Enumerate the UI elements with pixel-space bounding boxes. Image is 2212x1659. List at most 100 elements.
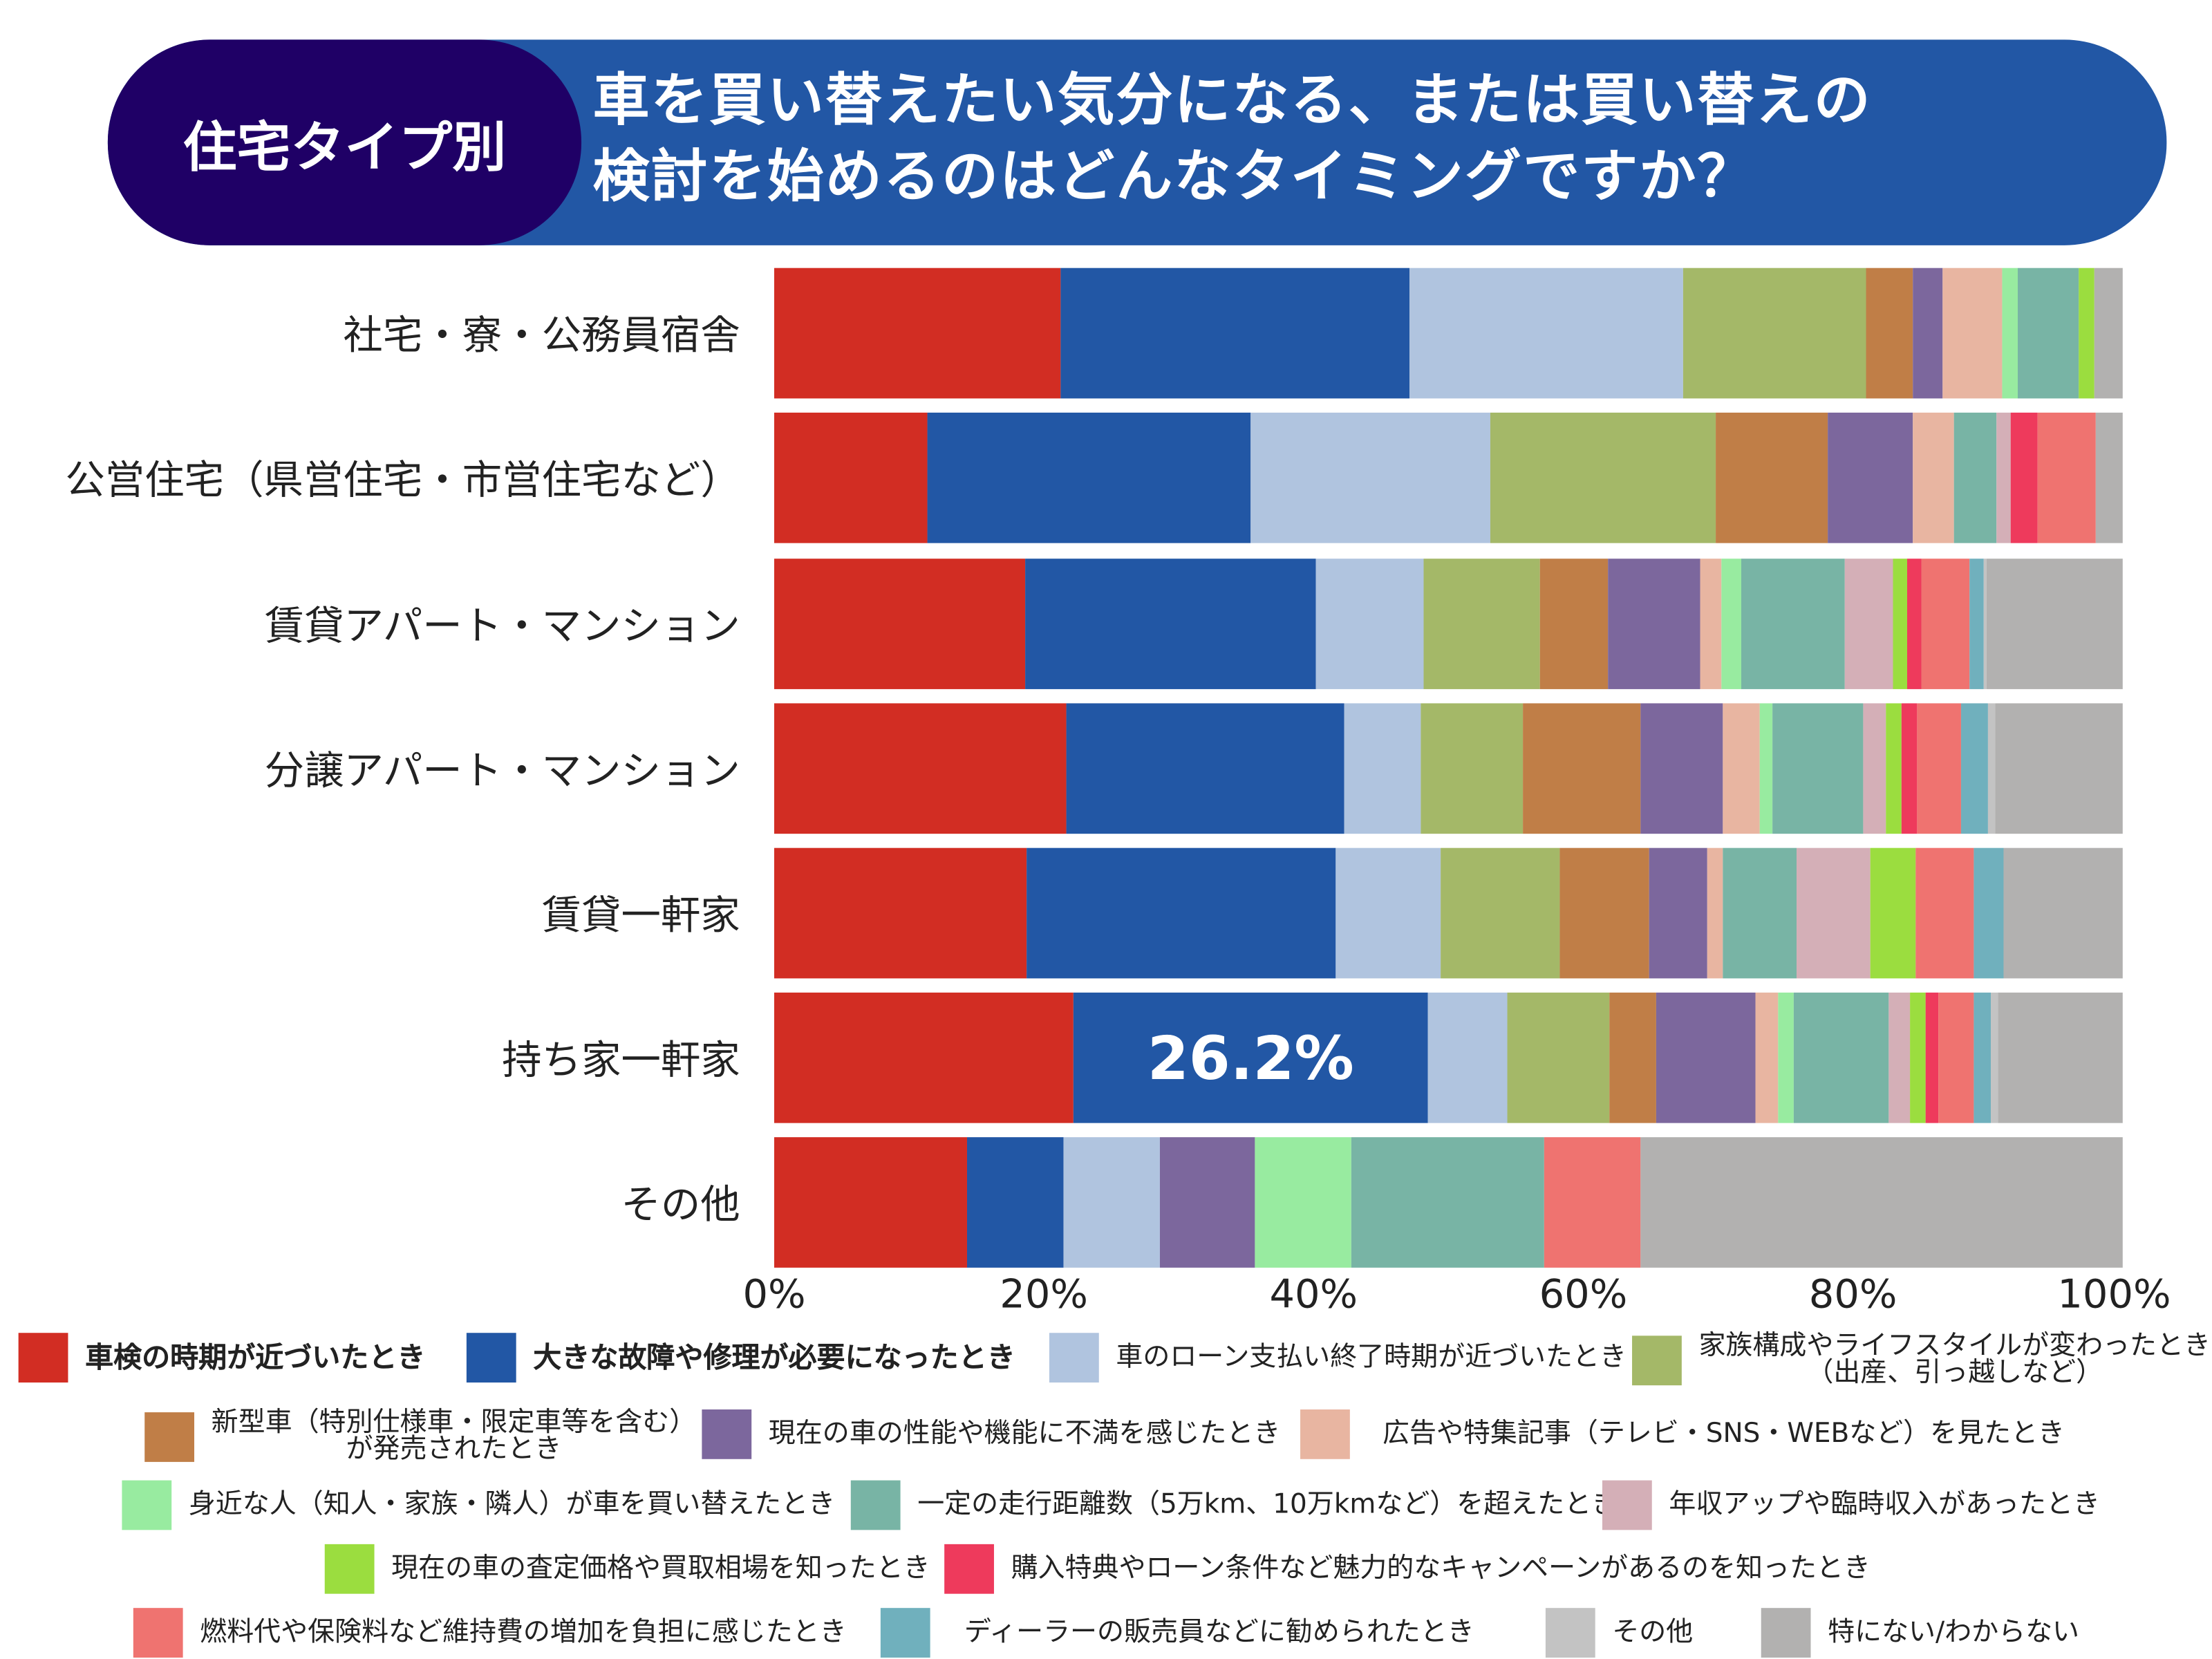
legend-item: 燃料代や保険料など維持費の増加を負担に感じたとき [133, 1608, 847, 1658]
bar-segment [1335, 847, 1441, 979]
bar-segment [1866, 268, 1913, 399]
legend-item: 車検の時期が近づいたとき [18, 1333, 426, 1383]
legend-item: 購入特典やローン条件など魅力的なキャンペーンがあるのを知ったとき [944, 1544, 1871, 1594]
bar-segment [2010, 412, 2038, 543]
legend-label: 家族構成やライフスタイルが変わったとき （出産、引っ越しなど） [1698, 1330, 2211, 1389]
bar-segment [1061, 268, 1410, 399]
bar-segment [1797, 847, 1871, 979]
bar-segment [1907, 559, 1922, 689]
bar-segment [1741, 559, 1846, 689]
bar-segment [1722, 703, 1760, 834]
legend-swatch [1545, 1608, 1595, 1658]
bar-segment [1490, 412, 1716, 543]
bar-segment [1922, 559, 1969, 689]
bar-segment [1559, 847, 1649, 979]
legend-swatch [1602, 1480, 1652, 1530]
legend-label: 広告や特集記事（テレビ・SNS・WEBなど）を見たとき [1382, 1418, 2065, 1450]
bar-segment [1901, 703, 1918, 834]
legend-label: 車のローン支払い終了時期が近づいたとき [1116, 1341, 1627, 1373]
bar-segment [1953, 412, 1996, 543]
stacked-bar [774, 703, 2123, 834]
legend-item: ディーラーの販売員などに勧められたとき [880, 1608, 1474, 1658]
bar-segment [1912, 268, 1942, 399]
bar-segment [1522, 703, 1642, 834]
bar-segment [1778, 992, 1794, 1123]
legend-swatch [122, 1480, 172, 1530]
bar-segment [1974, 847, 2005, 979]
bar-segment [1255, 1137, 1351, 1268]
bar-segment [2094, 268, 2123, 399]
bar-segment [1925, 992, 1938, 1123]
legend-label: 身近な人（知人・家族・隣人）が車を買い替えたとき [188, 1488, 836, 1520]
legend-label: 燃料代や保険料など維持費の増加を負担に感じたとき [200, 1616, 847, 1648]
bar-segment [1942, 268, 2003, 399]
bar-segment [774, 559, 1027, 689]
bar-segment: 26.2% [1074, 992, 1428, 1123]
legend-item: 現在の車の査定価格や買取相場を知ったとき [324, 1544, 930, 1594]
bar-segment [1892, 559, 1908, 689]
legend-item: 特にない/わからない [1761, 1608, 2079, 1658]
bar-segment [1641, 703, 1723, 834]
bar-segment [1759, 703, 1772, 834]
legend-swatch [466, 1333, 516, 1383]
stacked-bar [774, 847, 2123, 979]
legend-item: 現在の車の性能や機能に不満を感じたとき [702, 1409, 1280, 1459]
stacked-bar: 26.2% [774, 992, 2123, 1123]
bar-segment [774, 1137, 968, 1268]
legend-label: 新型車（特別仕様車・限定車等を含む） が発売されたとき [211, 1406, 697, 1465]
bar-segment [1827, 412, 1913, 543]
bar-segment [1063, 1137, 1160, 1268]
legend-swatch [1632, 1335, 1682, 1385]
bar-segment [1755, 992, 1779, 1123]
bar-segment [2037, 412, 2096, 543]
bar-segment [1938, 992, 1974, 1123]
bar-segment [1316, 559, 1425, 689]
bar-segment [1722, 847, 1797, 979]
legend-label: 一定の走行距離数（5万km、10万kmなど）を超えたとき [917, 1488, 1619, 1520]
bar-segment [1998, 992, 2123, 1123]
bar-segment [1026, 559, 1317, 689]
bar-segment [1911, 992, 1926, 1123]
legend-label: 現在の車の性能や機能に不満を感じたとき [768, 1418, 1281, 1450]
legend-item: 身近な人（知人・家族・隣人）が車を買い替えたとき [122, 1480, 836, 1530]
bar-segment [1640, 1137, 2123, 1268]
legend-swatch [1300, 1409, 1350, 1459]
legend-swatch [324, 1544, 375, 1594]
legend-item: その他 [1545, 1608, 1693, 1658]
bar-segment [2095, 412, 2123, 543]
bar-segment [1996, 412, 2011, 543]
legend-swatch [880, 1608, 930, 1658]
bar-segment [1409, 268, 1684, 399]
bar-segment [1845, 559, 1893, 689]
housing-type-tag: 住宅タイプ別 [107, 39, 582, 245]
legend-label: 特にない/わからない [1828, 1616, 2080, 1648]
bar-segment [1990, 992, 1998, 1123]
category-label: 分譲アパート・マンション [264, 747, 740, 794]
bar-segment [1707, 847, 1723, 979]
category-label: 持ち家一軒家 [502, 1036, 740, 1084]
bar-segment [2078, 268, 2094, 399]
legend-label: 現在の車の査定価格や買取相場を知ったとき [391, 1553, 930, 1584]
bar-segment [1888, 992, 1911, 1123]
bar-segment [1067, 703, 1345, 834]
bar-segment [1648, 847, 1708, 979]
legend-swatch [944, 1544, 994, 1594]
legend-swatch [1761, 1608, 1811, 1658]
legend-swatch [144, 1412, 195, 1461]
legend-item: 一定の走行距離数（5万km、10万kmなど）を超えたとき [850, 1480, 1619, 1530]
bar-segment [1609, 992, 1656, 1123]
bar-segment [774, 268, 1062, 399]
bar-segment [1974, 992, 1991, 1123]
bar-segment [1700, 559, 1722, 689]
stacked-bar [774, 412, 2123, 543]
bar-segment [774, 703, 1067, 834]
bar-segment [1441, 847, 1560, 979]
bar-segment [1026, 847, 1336, 979]
legend-label: 車検の時期が近づいたとき [85, 1340, 426, 1374]
bar-segment [1721, 559, 1742, 689]
x-tick-label: 60% [1539, 1270, 1628, 1318]
stacked-bar [774, 268, 2123, 399]
x-tick-label: 0% [742, 1270, 806, 1318]
bar-segment [1427, 992, 1508, 1123]
bar-segment [1987, 703, 1995, 834]
